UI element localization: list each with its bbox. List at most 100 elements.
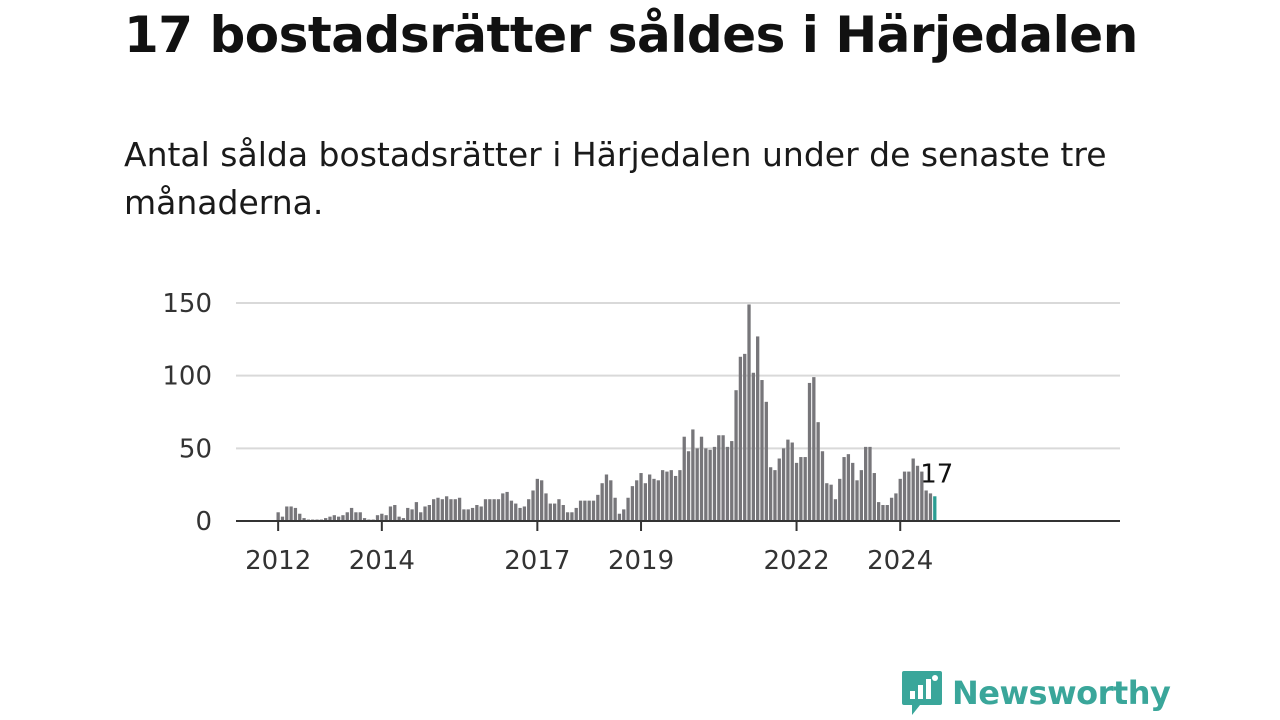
bar — [557, 499, 561, 521]
newsworthy-logo-text: Newsworthy — [952, 674, 1171, 712]
bar — [660, 470, 665, 521]
bar-chart: 0 50 100 150 2012 2014 2017 2019 2022 2024 17 — [162, 289, 1120, 576]
bar — [440, 499, 444, 521]
bar-highlight — [933, 496, 937, 521]
x-tick-label: 2022 — [763, 546, 829, 576]
bar — [773, 470, 777, 521]
bar — [686, 451, 691, 521]
bar — [898, 478, 902, 521]
bar — [332, 515, 336, 521]
bar — [864, 446, 868, 521]
bar — [717, 435, 721, 521]
bar — [790, 442, 794, 521]
bar — [656, 480, 660, 521]
bar — [285, 506, 289, 521]
bar — [894, 493, 898, 521]
y-tick-label: 150 — [162, 289, 212, 319]
bar — [565, 512, 570, 521]
bar — [578, 500, 583, 521]
bar — [540, 480, 544, 521]
bar — [851, 462, 855, 521]
bar — [298, 513, 302, 521]
bar — [751, 372, 755, 521]
bar — [276, 512, 280, 521]
bar — [475, 505, 479, 521]
value-labels: 17 — [920, 459, 953, 489]
bar — [509, 500, 514, 521]
bar — [570, 512, 574, 521]
bar — [764, 401, 768, 521]
bar — [423, 506, 427, 521]
bar — [470, 507, 475, 521]
bar — [678, 470, 682, 521]
bar — [591, 500, 596, 521]
bar — [807, 382, 812, 521]
bar — [842, 457, 846, 521]
bar — [617, 513, 622, 521]
bar — [695, 448, 699, 521]
bar — [665, 471, 669, 521]
bar — [609, 480, 613, 521]
bar — [803, 457, 807, 521]
bar — [622, 509, 626, 521]
bar — [876, 502, 881, 521]
chart-title: 17 bostadsrätter såldes i Härjedalen — [124, 6, 1138, 64]
bar — [643, 483, 647, 521]
bar — [414, 502, 419, 521]
bar — [479, 506, 483, 521]
bar — [799, 457, 803, 521]
bar — [354, 512, 358, 521]
bar — [393, 505, 397, 521]
bar — [302, 518, 306, 521]
bar — [436, 497, 440, 521]
bar — [358, 512, 362, 521]
bar — [872, 473, 876, 521]
y-tick-label: 100 — [162, 362, 212, 392]
bar — [833, 499, 838, 521]
bar — [341, 515, 345, 521]
bar — [522, 506, 527, 521]
bar — [928, 493, 933, 521]
bar — [669, 470, 673, 521]
bar — [812, 377, 816, 521]
newsworthy-logo-icon — [902, 671, 942, 715]
bar — [712, 446, 717, 521]
bar — [725, 446, 730, 521]
bar — [738, 356, 743, 521]
bar — [462, 509, 466, 521]
bar — [648, 474, 652, 521]
gridlines — [236, 302, 1120, 450]
bar — [583, 500, 587, 521]
bar — [349, 507, 354, 521]
bar — [613, 497, 617, 521]
bar — [777, 458, 781, 521]
y-axis: 0 50 100 150 — [162, 289, 212, 537]
x-tick-label: 2014 — [349, 546, 415, 576]
bar — [397, 516, 401, 521]
bar — [682, 436, 686, 521]
x-tick-label: 2017 — [504, 546, 570, 576]
bar — [419, 512, 423, 521]
bar — [794, 462, 799, 521]
bar — [768, 467, 773, 521]
bar — [820, 451, 825, 521]
x-tick-label: 2019 — [608, 546, 674, 576]
bar — [639, 473, 643, 521]
bar — [427, 505, 431, 521]
bar — [406, 507, 410, 521]
newsworthy-logo: Newsworthy — [900, 668, 1171, 718]
bar — [384, 515, 388, 521]
bar — [816, 422, 820, 521]
bar — [756, 336, 760, 521]
bar — [881, 505, 885, 521]
bar — [535, 478, 539, 521]
bar — [336, 516, 341, 521]
bar — [885, 505, 889, 521]
bar — [444, 496, 449, 521]
bar — [635, 480, 639, 521]
bar — [466, 509, 470, 521]
bar — [846, 454, 851, 521]
bar — [600, 483, 604, 521]
y-tick-label: 0 — [195, 507, 212, 537]
bar — [825, 483, 829, 521]
